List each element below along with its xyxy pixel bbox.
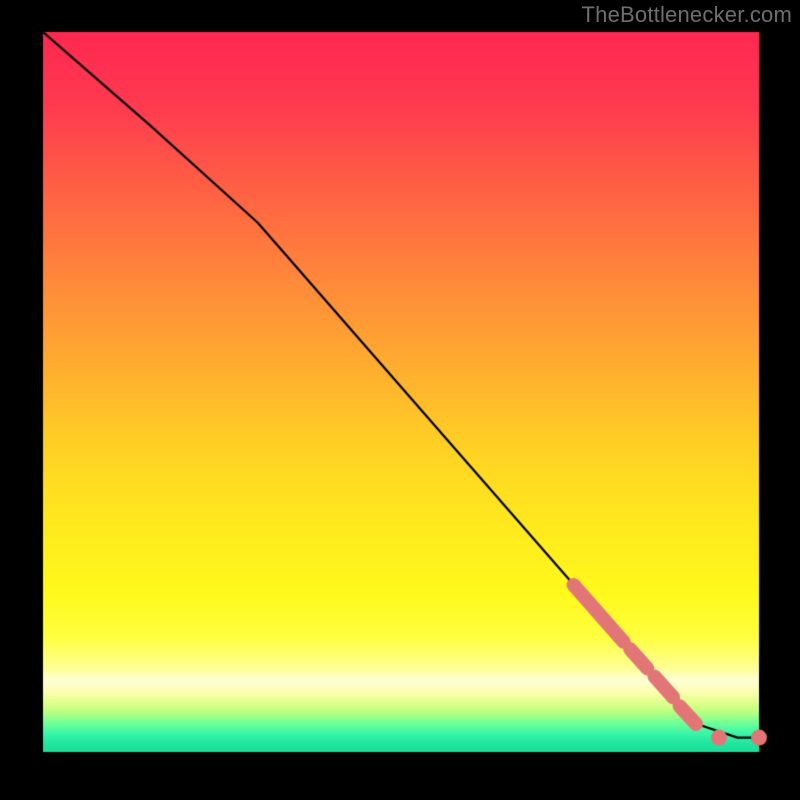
chart-stage: TheBottlenecker.com [0, 0, 800, 800]
watermark-label: TheBottlenecker.com [582, 2, 792, 28]
line-series-canvas [0, 0, 800, 800]
